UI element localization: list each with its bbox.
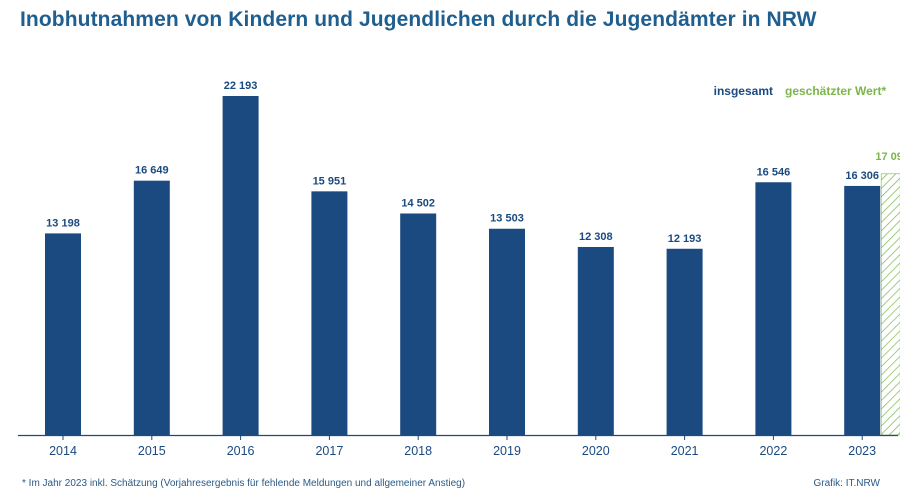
footnote: * Im Jahr 2023 inkl. Schätzung (Vorjahre… <box>22 478 466 489</box>
bar-2022 <box>755 182 792 435</box>
data-label-2022: 16 546 <box>757 166 791 178</box>
legend: insgesamt geschätzter Wert* <box>714 84 887 98</box>
estimate-data-label-2023: 17 099 <box>875 151 900 163</box>
x-tick-label-2016: 2016 <box>227 444 255 458</box>
data-label-2018: 14 502 <box>401 197 435 209</box>
data-label-2015: 16 649 <box>135 165 169 177</box>
bar-2014 <box>45 233 81 435</box>
legend-item-total: insgesamt <box>714 84 773 98</box>
x-tick-label-2019: 2019 <box>493 444 521 458</box>
data-label-2016: 22 193 <box>224 80 258 92</box>
bar-2020 <box>577 246 614 435</box>
bar-2017 <box>311 191 348 435</box>
data-label-2021: 12 193 <box>668 233 702 245</box>
bar-2019 <box>489 228 525 435</box>
data-label-2023: 16 306 <box>845 170 879 182</box>
x-tick-label-2022: 2022 <box>759 444 787 458</box>
legend-item-estimate: geschätzter Wert* <box>785 84 886 98</box>
bar-2018 <box>400 213 437 435</box>
bar-2016 <box>222 96 259 435</box>
data-label-2019: 13 503 <box>490 213 524 225</box>
bar-2015 <box>133 180 170 435</box>
data-label-2014: 13 198 <box>46 217 80 229</box>
x-tick-label-2020: 2020 <box>582 444 610 458</box>
x-tick-label-2018: 2018 <box>404 444 432 458</box>
bar-2021 <box>666 248 703 435</box>
x-tick-label-2015: 2015 <box>138 444 166 458</box>
source-credit: Grafik: IT.NRW <box>813 478 880 489</box>
x-tick-label-2014: 2014 <box>49 444 77 458</box>
x-tick-label-2017: 2017 <box>315 444 343 458</box>
x-tick-label-2023: 2023 <box>848 444 876 458</box>
estimate-bar-2023 <box>881 173 900 436</box>
data-label-2017: 15 951 <box>313 175 347 187</box>
x-tick-label-2021: 2021 <box>671 444 699 458</box>
bar-2023 <box>844 185 881 435</box>
data-label-2020: 12 308 <box>579 231 613 243</box>
chart-title: Inobhutnahmen von Kindern und Jugendlich… <box>20 8 817 31</box>
